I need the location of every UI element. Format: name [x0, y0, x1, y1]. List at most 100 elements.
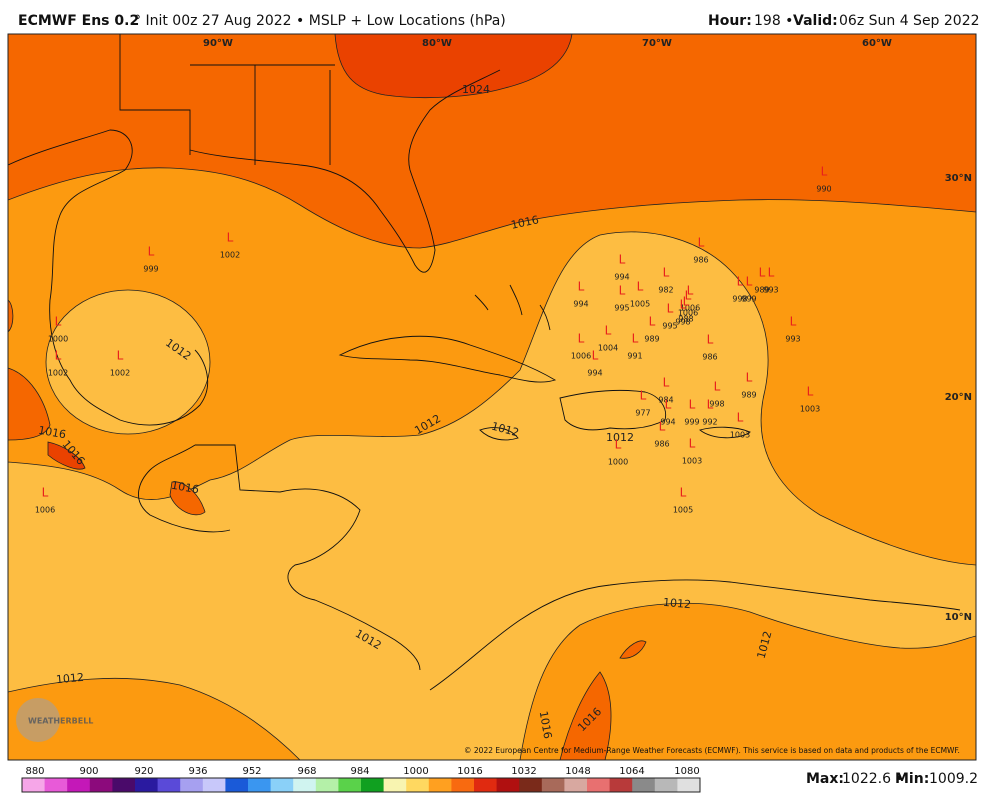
colorbar-swatch	[44, 778, 68, 792]
min-label: Min:	[895, 771, 929, 787]
low-marker: L	[737, 411, 744, 425]
copyright: © 2022 European Centre for Medium-Range …	[464, 746, 960, 755]
colorbar-swatch	[474, 778, 498, 792]
pressure-band	[559, 671, 612, 760]
pressure-band	[8, 367, 51, 441]
colorbar-swatch	[654, 778, 678, 792]
contour-label: 1016	[510, 213, 540, 232]
low-pressure: 995	[662, 322, 677, 331]
low-marker: L	[737, 275, 744, 289]
low-pressure: 995	[614, 304, 629, 313]
colorbar-swatch	[315, 778, 339, 792]
low-pressure: 1002	[48, 369, 68, 378]
colorbar-label: 1080	[674, 766, 699, 777]
low-marker: L	[685, 289, 692, 303]
low-pressure: 1002	[110, 369, 130, 378]
colorbar-swatch	[270, 778, 294, 792]
low-pressure: 988	[678, 315, 693, 324]
low-marker: L	[768, 266, 775, 280]
low-marker: L	[619, 284, 626, 298]
colorbar-swatch	[677, 778, 701, 792]
map	[8, 34, 976, 760]
pressure-band	[45, 289, 211, 435]
low-marker: L	[55, 349, 62, 363]
colorbar-label: 920	[134, 766, 153, 777]
latitude-label: 10°N	[945, 612, 972, 623]
colorbar-swatch	[202, 778, 226, 792]
contour-label: 1024	[462, 83, 490, 96]
colorbar-label: 900	[79, 766, 98, 777]
low-pressure: 1000	[608, 458, 628, 467]
low-pressure: 1004	[598, 344, 618, 353]
low-marker: L	[659, 420, 666, 434]
colorbar-swatch	[451, 778, 475, 792]
low-pressure: 998	[732, 295, 747, 304]
contour-label: 1016	[37, 424, 67, 442]
colorbar-swatch	[383, 778, 407, 792]
low-pressure: 989	[644, 335, 659, 344]
low-pressure: 986	[702, 353, 717, 362]
pressure-band	[8, 677, 301, 760]
low-marker: L	[680, 298, 687, 312]
map-labels: 90°W 80°W 70°W 60°W 30°N 20°N 10°N 1024 1016 1012…	[35, 38, 972, 740]
colorbar-swatch	[248, 778, 272, 792]
low-pressure: 984	[658, 396, 673, 405]
low-pressure: 982	[658, 286, 673, 295]
hour-label: Hour:	[708, 13, 752, 29]
colorbar-label: 936	[188, 766, 207, 777]
low-pressure: 1003	[730, 431, 750, 440]
colorbar-swatch	[112, 778, 136, 792]
colorbar-swatch	[632, 778, 656, 792]
longitude-label: 70°W	[642, 38, 672, 49]
longitude-label: 90°W	[203, 38, 233, 49]
low-pressure: 977	[635, 409, 650, 418]
colorbar-swatch	[89, 778, 113, 792]
low-marker: L	[42, 486, 49, 500]
map-frame	[7, 33, 977, 761]
low-marker: L	[689, 437, 696, 451]
colorbar-label: 984	[350, 766, 369, 777]
colorbar-label: 968	[297, 766, 316, 777]
low-pressure: 993	[785, 335, 800, 344]
low-marker: L	[663, 266, 670, 280]
low-pressure: 1002	[220, 251, 240, 260]
colorbar-label: 1000	[403, 766, 428, 777]
hour-value: 198 •	[754, 13, 793, 29]
max-value: 1022.6 •	[842, 771, 904, 787]
low-pressure: 1000	[48, 335, 68, 344]
low-marker: L	[649, 315, 656, 329]
latitude-label: 30°N	[945, 173, 972, 184]
low-pressure: 991	[627, 352, 642, 361]
title: ECMWF Ens 0.2	[18, 13, 139, 29]
colorbar-swatch	[157, 778, 181, 792]
colorbar-frame	[21, 777, 701, 793]
colorbar-swatch	[225, 778, 249, 792]
colorbar-label: 1064	[619, 766, 644, 777]
colorbar-label: 952	[242, 766, 261, 777]
colorbar-swatch	[564, 778, 588, 792]
low-pressure: 1006	[680, 304, 700, 313]
valid-value: 06z Sun 4 Sep 2022	[839, 13, 980, 29]
low-pressure: 1006	[35, 506, 55, 515]
low-marker: L	[790, 315, 797, 329]
low-pressure: 1003	[800, 405, 820, 414]
pressure-band	[619, 640, 647, 659]
low-marker: L	[807, 385, 814, 399]
low-pressure: 1005	[673, 506, 693, 515]
low-pressure: 1005	[630, 300, 650, 309]
low-marker: L	[689, 398, 696, 412]
pressure-band	[169, 481, 206, 516]
low-marker: L	[714, 380, 721, 394]
colorbar-swatch	[361, 778, 385, 792]
low-pressure: 999	[684, 418, 699, 427]
contour-label: 1012	[663, 596, 692, 611]
low-pressure: 999	[741, 295, 756, 304]
pressure-band	[47, 441, 86, 470]
min-value: 1009.2	[929, 771, 978, 787]
colorbar-swatch	[519, 778, 543, 792]
low-pressure: 986	[654, 440, 669, 449]
low-pressure: 1003	[682, 457, 702, 466]
low-marker: L	[746, 371, 753, 385]
low-marker: L	[637, 280, 644, 294]
